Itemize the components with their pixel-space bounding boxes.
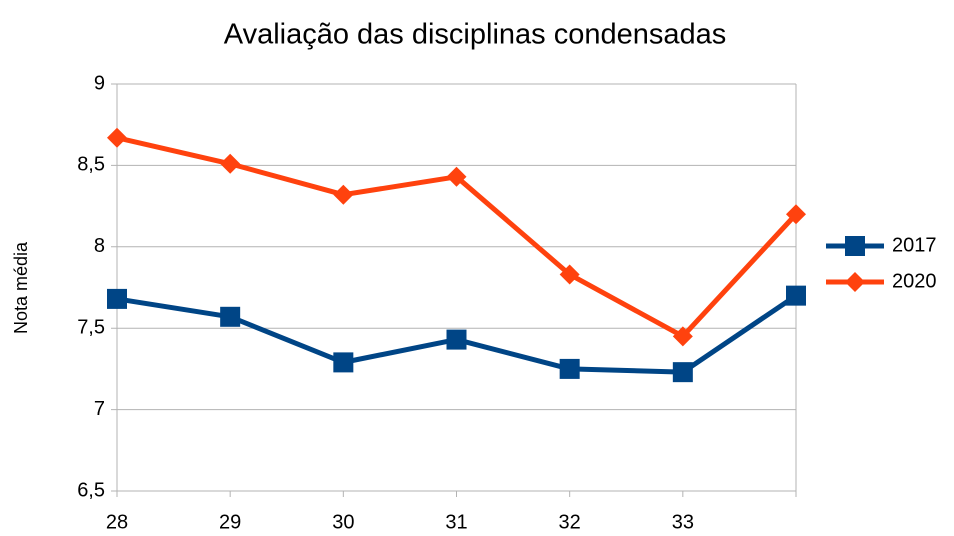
x-tick-label: 29 bbox=[219, 511, 241, 533]
y-tick-label: 8,5 bbox=[77, 154, 105, 176]
point bbox=[672, 362, 693, 383]
legend-label: 2020 bbox=[892, 270, 937, 292]
point bbox=[786, 204, 806, 225]
point bbox=[559, 264, 580, 285]
y-tick-label: 8 bbox=[94, 235, 105, 257]
point bbox=[107, 127, 127, 148]
point bbox=[333, 184, 354, 205]
x-tick-label: 32 bbox=[559, 511, 581, 533]
x-tick-label: 28 bbox=[106, 511, 128, 533]
x-tick-label: 30 bbox=[332, 511, 354, 533]
x-tick-label: 33 bbox=[672, 511, 694, 533]
y-tick-label: 7 bbox=[94, 398, 105, 420]
y-axis-label: Nota média bbox=[11, 241, 31, 334]
legend-marker bbox=[845, 236, 865, 256]
x-tick-label: 31 bbox=[445, 511, 467, 533]
point bbox=[559, 358, 580, 379]
y-tick-label: 6,5 bbox=[77, 479, 105, 501]
legend-marker bbox=[845, 272, 865, 292]
point bbox=[446, 329, 467, 350]
point bbox=[220, 306, 241, 327]
chart-title: Avaliação das disciplinas condensadas bbox=[224, 19, 726, 51]
point bbox=[107, 288, 127, 309]
point bbox=[333, 352, 354, 373]
point bbox=[446, 166, 467, 187]
y-tick-label: 9 bbox=[94, 72, 105, 94]
point bbox=[672, 326, 693, 347]
point bbox=[220, 153, 241, 174]
y-tick-label: 7,5 bbox=[77, 316, 105, 338]
point bbox=[786, 285, 806, 306]
legend-label: 2017 bbox=[892, 234, 937, 256]
